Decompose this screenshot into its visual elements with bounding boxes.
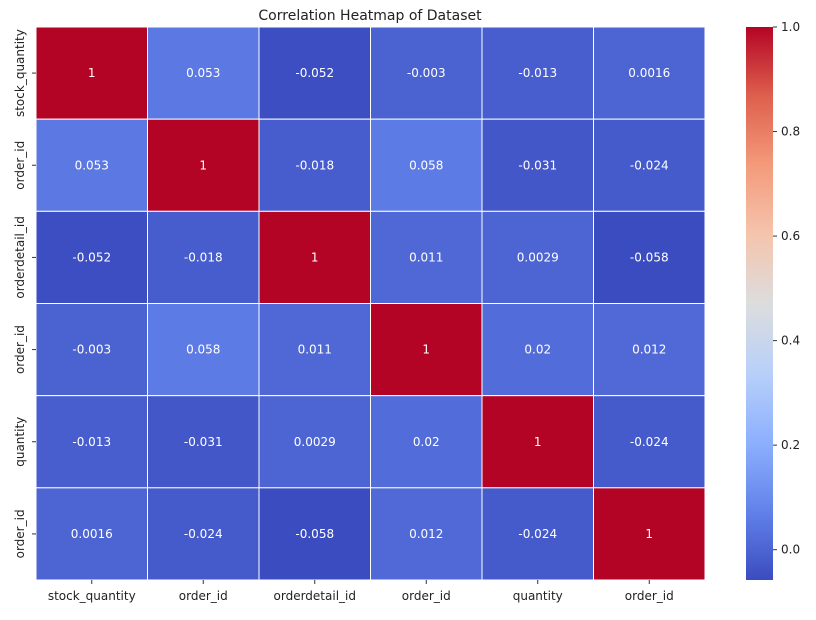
cell-value-label-0-1: 0.053 [186,66,220,80]
colorbar-tick-label-0: 0.0 [781,543,800,557]
x-tick-label-1: order_id [179,589,228,603]
cell-value-label-3-4: 0.02 [524,343,551,357]
heatmap-cell-0-2 [258,26,371,120]
cell-value-label-1-2: -0.018 [295,158,334,172]
heatmap-cell-2-2 [258,210,371,304]
heatmap-cell-0-0 [35,26,148,120]
heatmap-cell-5-4 [481,487,594,581]
cell-value-label-5-0: 0.0016 [71,527,113,541]
colorbar-tick-label-2: 0.4 [781,334,800,348]
y-axis-ticks: stock_quantityorder_idorderdetail_idorde… [13,29,36,558]
colorbar-tick-label-1: 0.2 [781,438,800,452]
y-tick-label-5: order_id [13,509,27,558]
cell-value-label-2-5: -0.058 [630,250,669,264]
heatmap-cell-3-0 [35,303,148,397]
heatmap-cell-0-1 [147,26,260,120]
x-axis-ticks: stock_quantity order_id orderdetail_id orde… [48,580,674,603]
cell-value-label-4-0: -0.013 [72,435,111,449]
heatmap-cell-2-3 [370,210,483,304]
cell-value-label-5-5: 1 [645,527,653,541]
cell-value-label-2-4: 0.0029 [517,250,559,264]
heatmap-cell-3-5 [593,303,706,397]
cell-value-label-4-1: -0.031 [184,435,223,449]
heatmap-cell-2-1 [147,210,260,304]
y-tick-label-1: order_id [13,141,27,190]
cell-value-label-2-0: -0.052 [72,250,111,264]
heatmap-cell-4-5 [593,395,706,489]
heatmap-cell-3-2 [258,303,371,397]
x-tick-label-0: stock_quantity [48,589,136,603]
colorbar-gradient [746,27,773,580]
y-tick-label-4: quantity [13,417,27,467]
heatmap-cell-4-2 [258,395,371,489]
cell-value-label-1-4: -0.031 [518,158,557,172]
cell-value-label-4-5: -0.024 [630,435,669,449]
chart-title: Correlation Heatmap of Dataset [258,8,482,24]
heatmap-cell-5-5 [593,487,706,581]
heatmap-cell-3-3 [370,303,483,397]
cell-value-label-2-3: 0.011 [409,250,443,264]
cell-value-label-0-4: -0.013 [518,66,557,80]
cell-value-label-1-5: -0.024 [630,158,669,172]
cell-value-label-5-4: -0.024 [518,527,557,541]
colorbar-tick-label-4: 0.8 [781,125,800,139]
heatmap-cell-1-3 [370,118,483,212]
heatmap-cell-0-3 [370,26,483,120]
y-tick-label-0: stock_quantity [13,29,27,117]
cell-value-label-4-2: 0.0029 [294,435,336,449]
cell-value-label-0-0: 1 [88,66,96,80]
heatmap-cell-0-5 [593,26,706,120]
heatmap-cell-2-0 [35,210,148,304]
heatmap-cell-4-3 [370,395,483,489]
cell-value-label-1-1: 1 [199,158,207,172]
cell-value-label-3-5: 0.012 [632,343,666,357]
cell-value-label-3-3: 1 [422,343,430,357]
heatmap-cell-5-0 [35,487,148,581]
cell-value-label-3-1: 0.058 [186,343,220,357]
heatmap-cell-1-5 [593,118,706,212]
x-tick-label-3: order_id [402,589,451,603]
cell-value-label-5-3: 0.012 [409,527,443,541]
heatmap-cell-2-4 [481,210,594,304]
heatmap-cell-4-4 [481,395,594,489]
colorbar-tick-label-3: 0.6 [781,229,800,243]
cell-value-label-0-2: -0.052 [295,66,334,80]
x-tick-label-5: order_id [625,589,674,603]
heatmap-cell-2-5 [593,210,706,304]
cell-value-label-1-3: 0.058 [409,158,443,172]
cell-value-label-5-1: -0.024 [184,527,223,541]
cell-value-label-5-2: -0.058 [295,527,334,541]
heatmap-cells: 1 0.053 -0.052 -0.003 -0.013 0.0016 0.053 1 -0.0… [35,26,706,581]
cell-value-label-4-4: 1 [534,435,542,449]
cell-value-label-4-3: 0.02 [413,435,440,449]
cell-value-label-2-1: -0.018 [184,250,223,264]
x-tick-label-2: orderdetail_id [274,589,356,603]
heatmap-cell-1-1 [147,118,260,212]
cell-value-label-3-2: 0.011 [298,343,332,357]
x-tick-label-4: quantity [513,589,563,603]
cell-value-label-1-0: 0.053 [75,158,109,172]
heatmap-cell-3-4 [481,303,594,397]
y-tick-label-3: order_id [13,325,27,374]
heatmap-cell-3-1 [147,303,260,397]
colorbar: 0.0 0.2 0.4 0.6 0.8 1.0 [746,20,800,580]
heatmap-cell-4-0 [35,395,148,489]
y-tick-label-2: orderdetail_id [13,216,27,298]
heatmap-cell-0-4 [481,26,594,120]
colorbar-tick-label-5: 1.0 [781,20,800,34]
cell-value-label-3-0: -0.003 [72,343,111,357]
cell-value-label-2-2: 1 [311,250,319,264]
cell-value-label-0-5: 0.0016 [628,66,670,80]
cell-value-label-0-3: -0.003 [407,66,446,80]
